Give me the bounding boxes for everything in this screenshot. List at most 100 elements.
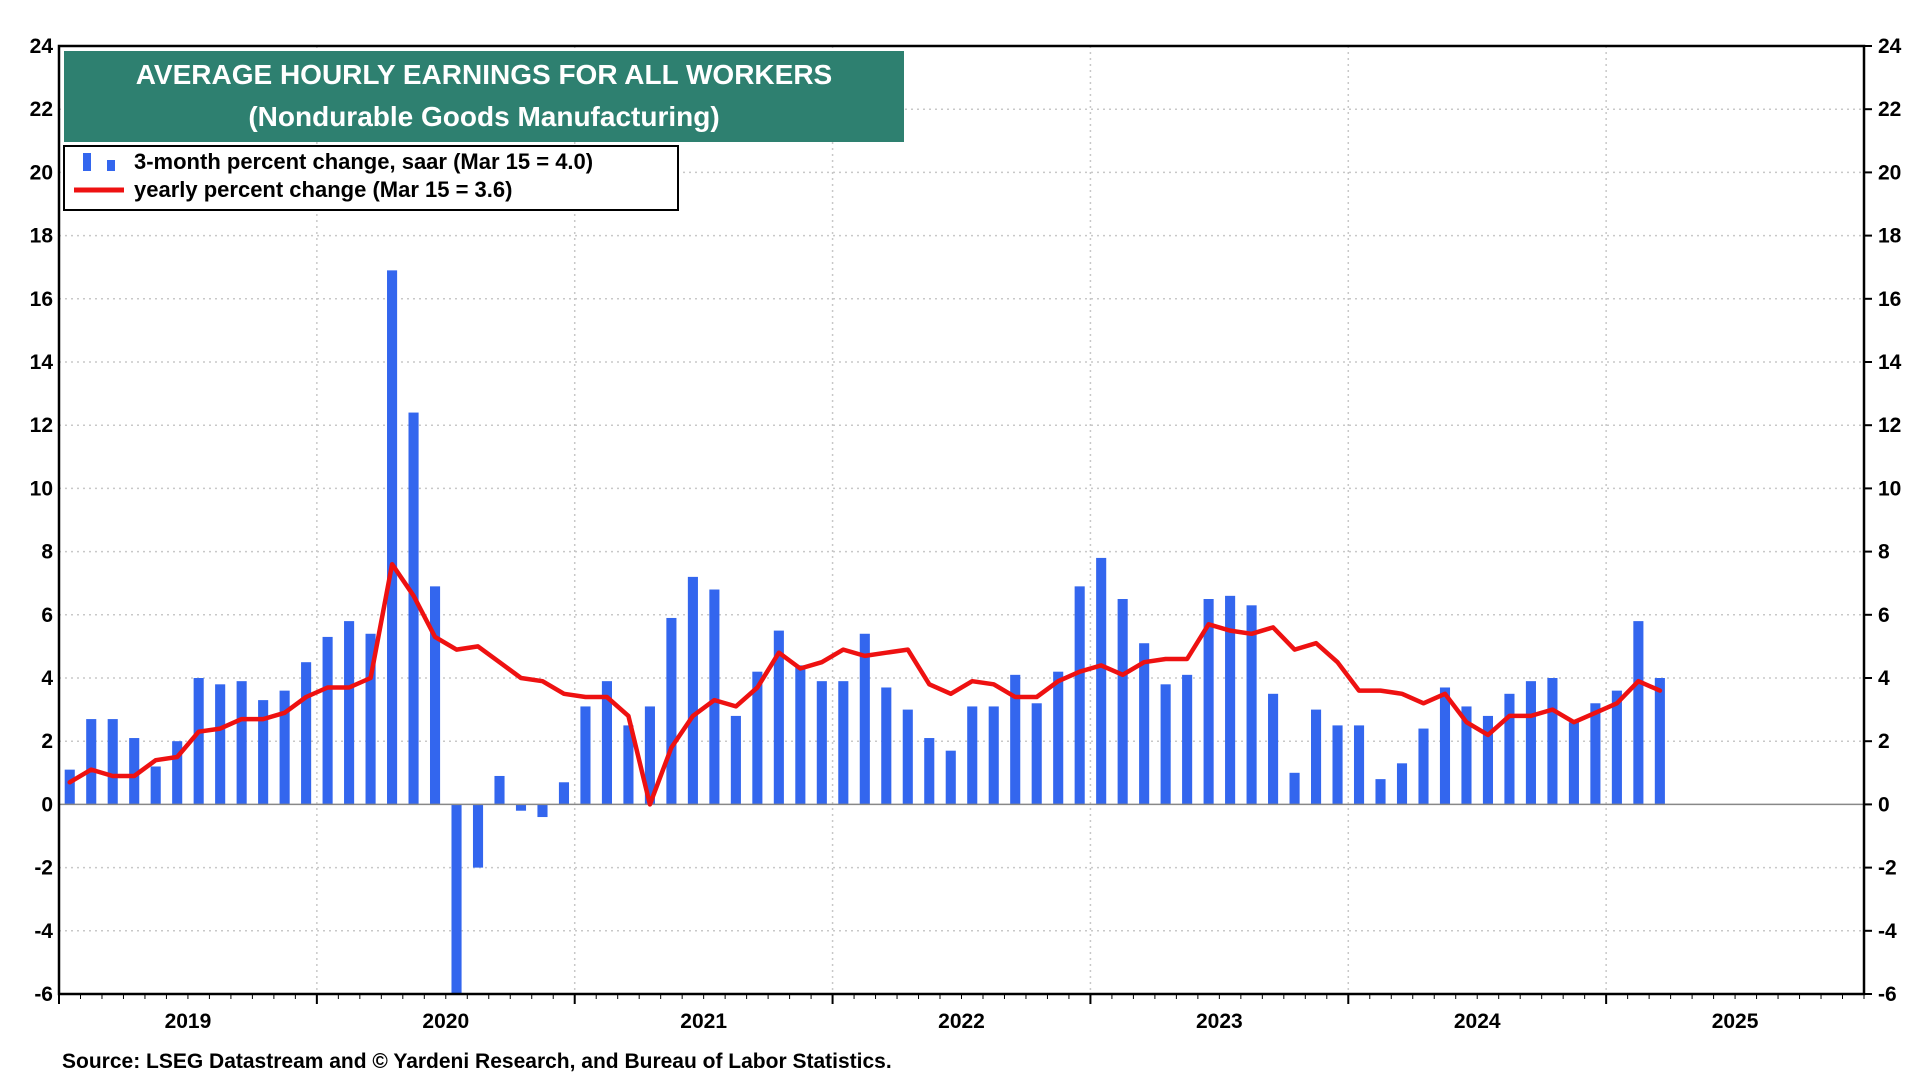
bar bbox=[1547, 678, 1558, 805]
x-tick-label: 2024 bbox=[1454, 1010, 1501, 1033]
x-tick-label: 2023 bbox=[1196, 1010, 1243, 1033]
chart-title-line2: (Nondurable Goods Manufacturing) bbox=[248, 101, 719, 132]
bar bbox=[1203, 599, 1214, 805]
y-tick-label-left: 0 bbox=[41, 793, 53, 816]
legend-bars-label: 3-month percent change, saar (Mar 15 = 4… bbox=[134, 149, 593, 174]
bar bbox=[64, 769, 75, 805]
bar bbox=[1418, 728, 1429, 805]
y-tick-label-right: -6 bbox=[1878, 983, 1897, 1006]
legend-bar-swatch bbox=[83, 153, 115, 171]
y-tick-label-left: 14 bbox=[30, 351, 54, 374]
x-tick-label: 2021 bbox=[680, 1010, 727, 1033]
bar bbox=[429, 586, 441, 805]
y-tick-label-left: 18 bbox=[30, 225, 54, 248]
bar bbox=[1654, 678, 1665, 805]
bar bbox=[1268, 693, 1279, 805]
y-tick-label-left: 16 bbox=[30, 288, 53, 311]
y-tick-label-left: 4 bbox=[41, 667, 53, 690]
bar bbox=[1139, 643, 1150, 805]
bar bbox=[1160, 684, 1171, 805]
y-tick-label-right: 8 bbox=[1878, 541, 1890, 564]
x-tick-label: 2019 bbox=[165, 1010, 212, 1033]
y-tick-label-right: 12 bbox=[1878, 414, 1901, 437]
y-tick-label-left: 8 bbox=[41, 541, 53, 564]
bar bbox=[644, 706, 655, 805]
y-tick-label-right: 4 bbox=[1878, 667, 1890, 690]
bar bbox=[1010, 674, 1021, 805]
bar bbox=[1031, 703, 1042, 805]
y-tick-label-left: 22 bbox=[30, 98, 53, 121]
y-tick-label-left: -4 bbox=[34, 920, 53, 943]
bar bbox=[1182, 674, 1193, 805]
y-tick-label-right: 2 bbox=[1878, 730, 1890, 753]
bar bbox=[279, 690, 290, 805]
bar bbox=[258, 700, 269, 805]
bar bbox=[1396, 763, 1408, 805]
bar bbox=[301, 662, 312, 805]
bar bbox=[150, 766, 161, 805]
y-tick-label-right: 0 bbox=[1878, 793, 1890, 816]
chart-title-line1: AVERAGE HOURLY EARNINGS FOR ALL WORKERS bbox=[136, 59, 832, 90]
bar bbox=[236, 681, 247, 805]
bar bbox=[1611, 690, 1622, 805]
bar bbox=[1074, 586, 1085, 805]
bar bbox=[881, 687, 892, 805]
bar bbox=[387, 270, 398, 805]
bar bbox=[838, 681, 849, 805]
y-tick-label-right: 22 bbox=[1878, 98, 1901, 121]
bar bbox=[193, 678, 204, 805]
bar bbox=[816, 681, 827, 805]
bar bbox=[709, 589, 720, 805]
bar bbox=[601, 681, 612, 805]
bar bbox=[129, 738, 140, 805]
bar bbox=[666, 617, 677, 805]
x-tick-label: 2022 bbox=[938, 1010, 985, 1033]
y-tick-label-right: 20 bbox=[1878, 161, 1901, 184]
bar bbox=[558, 782, 570, 805]
bar bbox=[773, 630, 784, 805]
y-tick-label-right: -4 bbox=[1878, 920, 1897, 943]
yearly-change-line bbox=[67, 561, 1663, 807]
bar bbox=[902, 709, 913, 805]
x-tick-label: 2020 bbox=[422, 1010, 469, 1033]
y-tick-label-right: 14 bbox=[1878, 351, 1902, 374]
bar-series bbox=[64, 270, 1665, 994]
bar bbox=[515, 804, 527, 811]
x-axis: 2019 2020 2021 2022 2023 2024 2025 bbox=[58, 994, 1865, 1033]
y-tick-label-right: -2 bbox=[1878, 857, 1897, 880]
y-tick-label-left: 24 bbox=[30, 35, 54, 58]
bar bbox=[1096, 557, 1107, 805]
bar bbox=[172, 741, 183, 805]
bar bbox=[215, 684, 226, 805]
y-tick-label-left: 2 bbox=[41, 730, 53, 753]
source-note: Source: LSEG Datastream and © Yardeni Re… bbox=[62, 1050, 892, 1073]
title-box: AVERAGE HOURLY EARNINGS FOR ALL WORKERS … bbox=[64, 51, 904, 142]
bar bbox=[1053, 671, 1064, 805]
y-tick-label-left: -6 bbox=[34, 983, 53, 1006]
bar bbox=[730, 715, 741, 805]
bar bbox=[1311, 709, 1322, 805]
legend-line-label: yearly percent change (Mar 15 = 3.6) bbox=[134, 177, 512, 202]
bar bbox=[1353, 725, 1365, 805]
bar bbox=[494, 775, 505, 805]
bar bbox=[472, 804, 484, 868]
y-tick-label-right: 6 bbox=[1878, 604, 1890, 627]
bar bbox=[537, 804, 548, 818]
bar bbox=[365, 633, 376, 805]
y-tick-label-left: 12 bbox=[30, 414, 53, 437]
bar bbox=[1590, 703, 1601, 805]
bar bbox=[107, 719, 118, 805]
bar bbox=[945, 750, 956, 805]
bar bbox=[1633, 621, 1644, 805]
bar bbox=[924, 738, 935, 805]
bar bbox=[344, 621, 355, 805]
bar bbox=[1289, 772, 1300, 805]
y-tick-label-left: 10 bbox=[30, 477, 53, 500]
bar bbox=[859, 633, 870, 805]
y-tick-label-left: -2 bbox=[34, 857, 53, 880]
bar bbox=[687, 576, 698, 805]
bar bbox=[1225, 595, 1236, 805]
y-tick-label-right: 18 bbox=[1878, 225, 1902, 248]
